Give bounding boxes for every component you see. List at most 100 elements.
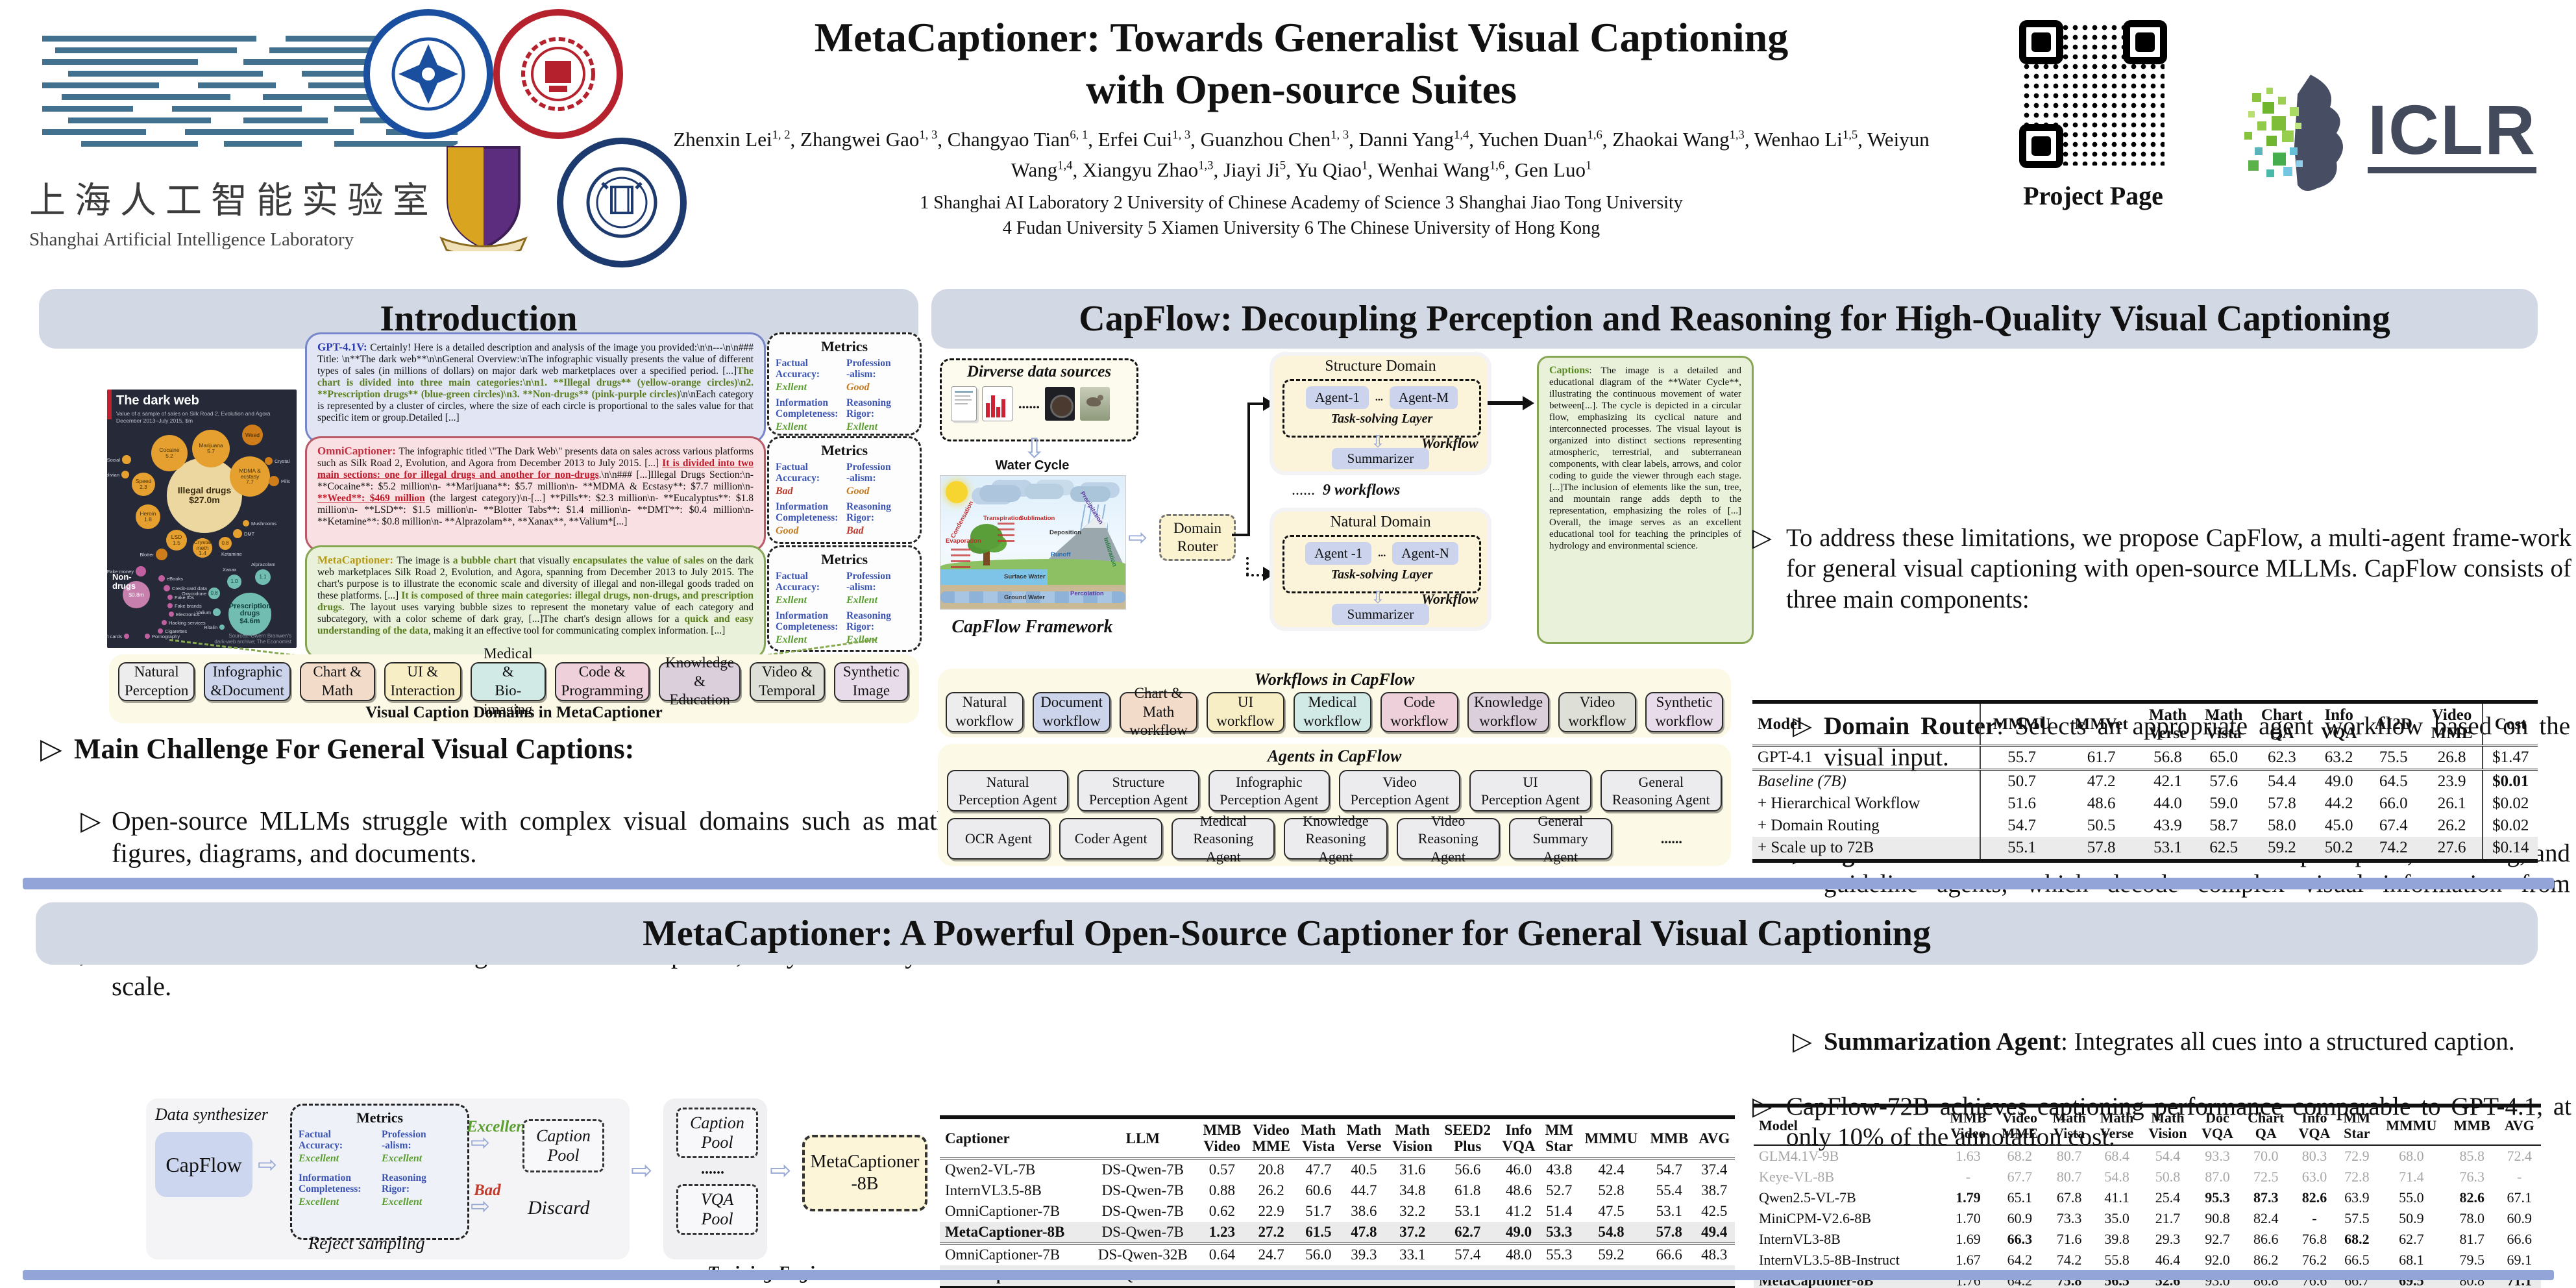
bubble-label: Credit-card data (172, 586, 207, 591)
bubble: 0.8 (219, 537, 232, 550)
tree-trunk (983, 543, 990, 565)
section-bar-metacaptioner: MetaCaptioner: A Powerful Open-Source Ca… (36, 902, 2538, 965)
author: Jiayi Ji5 (1223, 158, 1286, 181)
structure-to-caption-line (1488, 401, 1524, 405)
table-row: + Scale up to 72B 55.1 57.8 53.1 62.5 59.2 50.… (1752, 837, 2538, 859)
bubble: Speed 2.3 (132, 473, 155, 496)
evap-arrows (951, 546, 970, 568)
lab-name-english: Shanghai Artificial Intelligence Laborat… (29, 229, 354, 250)
metric-item: Profession -alism: Exllent (846, 571, 891, 606)
sources-dots: ...... (1018, 395, 1040, 412)
structure-down-arrow: ⇩ (1371, 432, 1385, 452)
bubble-label: Xanax (223, 567, 237, 573)
chip: General Reasoning Agent (1600, 770, 1722, 811)
author: Wenhao Li1,5 (1754, 128, 1858, 151)
author: Zhenxin Lei1, 2 (673, 128, 791, 151)
natural-agent-1: Agent -1 (1305, 542, 1372, 565)
darkweb-infographic: The dark web Value of a sample of sales … (107, 390, 297, 648)
bubble (164, 585, 170, 591)
chart-thumbnail (982, 386, 1013, 421)
bubble: Marijuana 5.7 (192, 430, 230, 467)
table-row: + Hierarchical Workflow 51.6 48.6 44.0 59.0 5… (1752, 793, 2538, 815)
cloud-icon-3 (1070, 486, 1110, 502)
workflows-title: Workflows in CapFlow (1254, 670, 1415, 689)
darkweb-source: Sources: Gwern Branwen's dark-web archiv… (214, 633, 291, 645)
author: Guanzhou Chen1, 3 (1200, 128, 1349, 151)
project-page-qr-code (2015, 16, 2171, 172)
water-cycle-label: Sublimation (1020, 515, 1055, 522)
chip: Natural workflow (946, 692, 1024, 732)
bubble-label: Bolivian (107, 472, 119, 478)
caption-box-gpt41v: GPT-4.1V: Certainly! Here is a detailed … (305, 332, 766, 443)
table-row: GPT-4.1 55.7 61.7 56.8 65.0 62.3 63.2 75.5 26.8 $… (1752, 745, 2538, 771)
natural-domain-panel: Natural Domain Agent -1 ... Agent-N Task… (1273, 512, 1488, 627)
router-line-v (1247, 402, 1250, 536)
bubble (145, 634, 150, 639)
author: Yuchen Duan1,6 (1478, 128, 1602, 151)
metacaptioner-label: MetaCaptioner (317, 554, 390, 566)
water-cycle-labels: Condensation Transpiration Sublimation Prec… (940, 476, 1125, 609)
metric-item: Information Completeness: Good (776, 501, 839, 537)
table-row: + Domain Routing 54.7 50.5 43.9 58.7 58.0 45.0… (1752, 815, 2538, 837)
metric-item: Information Completeness: Exllent (776, 397, 839, 433)
agent-chips-row1: Natural Perception Agent Structure Percep… (947, 770, 1722, 811)
natural-agent-dots: ... (1378, 547, 1386, 559)
natural-down-arrow: ⇩ (1371, 588, 1385, 608)
sources-down-arrow: ⇩ (1023, 432, 1046, 464)
natural-task-layer-label: Task-solving Layer (1331, 567, 1433, 582)
chip: Video workflow (1558, 692, 1637, 732)
structure-domain-panel: Structure Domain Agent-1 ... Agent-M Tas… (1273, 356, 1488, 471)
domain-chips: Natural Perception Infographic &Document C… (118, 645, 909, 717)
metric-item: Reasoning Rigor: Exllent (846, 397, 891, 433)
table-row: OmniCaptioner-7B DS-Qwen-32B 0.64 24.7 56.0 3… (945, 1246, 1728, 1263)
metric-item: Information Completeness: Exllent (776, 610, 839, 646)
chip: Code workflow (1380, 692, 1458, 732)
metric-item: Factual Accuracy: Exllent (776, 358, 820, 393)
router-arrowhead-natural (1263, 567, 1275, 581)
agents-title: Agents in CapFlow (1267, 747, 1402, 765)
darkweb-bubbles: Illegal drugs $27.0m Cocaine 5.2 Marijuana… (107, 421, 297, 648)
doc-thumbnail (951, 386, 977, 421)
chip: Video & Temporal (750, 662, 825, 701)
water-cycle-illustration: Condensation Transpiration Sublimation Prec… (940, 475, 1126, 610)
bubble-label: Valium (196, 610, 211, 615)
section-divider-bottom (23, 1270, 2554, 1280)
domains-caption: Visual Caption Domains in MetaCaptioner (365, 704, 663, 721)
bubble-label: Hacking services (169, 620, 206, 626)
caption-box-omnicaptioner: OmniCaptioner: The infographic titled \"… (305, 436, 766, 552)
chip: Document workflow (1033, 692, 1110, 732)
structure-agent-dots: ... (1375, 391, 1383, 403)
water-cycle-label: Runoff (1051, 551, 1071, 558)
bubble: Weed (242, 425, 263, 445)
bubble: Cocaine 5.2 (151, 435, 188, 471)
caption-box-metacaptioner: MetaCaptioner: The image is a bubble cha… (305, 545, 766, 660)
water-cycle-label: Ground Water (1004, 594, 1045, 601)
bubble (158, 628, 163, 634)
natural-task-layer: Agent -1 ... Agent-N Task-solving Layer (1282, 535, 1481, 593)
bubble (269, 476, 279, 486)
poster-title-line2: with Open-source Suites (1086, 66, 1517, 112)
natural-workflow-label: Workflow (1421, 591, 1478, 607)
bubble-label: Blotter (140, 552, 154, 558)
bubble (167, 595, 173, 600)
bubble: Prescription drugs $4.6m (228, 593, 271, 636)
metacaptioner-caption-text: The image is a bubble chart that visuall… (317, 555, 754, 636)
bubble-label: Ketamine (221, 551, 242, 557)
water-cycle-label: Condensation (949, 499, 975, 540)
table-row: InternVL3.5-8B-Instruct 1.67 64.2 74.2 55.8 4… (1759, 1252, 2532, 1269)
iclr-head-icon (2244, 75, 2343, 191)
table-row: MiniCPM-V2.6-8B 1.70 60.9 73.3 35.0 21.7 90.8 8… (1759, 1210, 2532, 1227)
bubble (243, 520, 249, 526)
water-cycle-label: Evaporation (946, 538, 981, 545)
water-cycle-label: Infiltration (1101, 536, 1118, 568)
chip: Video Reasoning Agent (1396, 813, 1500, 865)
capflow-results-table: Model MMMU MMVet Math Verse Math Vista Chart … (1752, 700, 2538, 863)
author: Xiangyu Zhao1,3 (1082, 158, 1214, 181)
author: Changyao Tian6, 1 (947, 128, 1088, 151)
table-row: Keye-VL-8B -67.7 80.7 54.8 50.8 87.0 72.5 63.0 7… (1759, 1169, 2522, 1185)
data-sources-box: Dirverse data sources ...... (940, 358, 1138, 441)
bubble (124, 634, 129, 639)
author: Yu Qiao1 (1295, 158, 1368, 181)
bubble-label: Gift cards (107, 634, 122, 639)
